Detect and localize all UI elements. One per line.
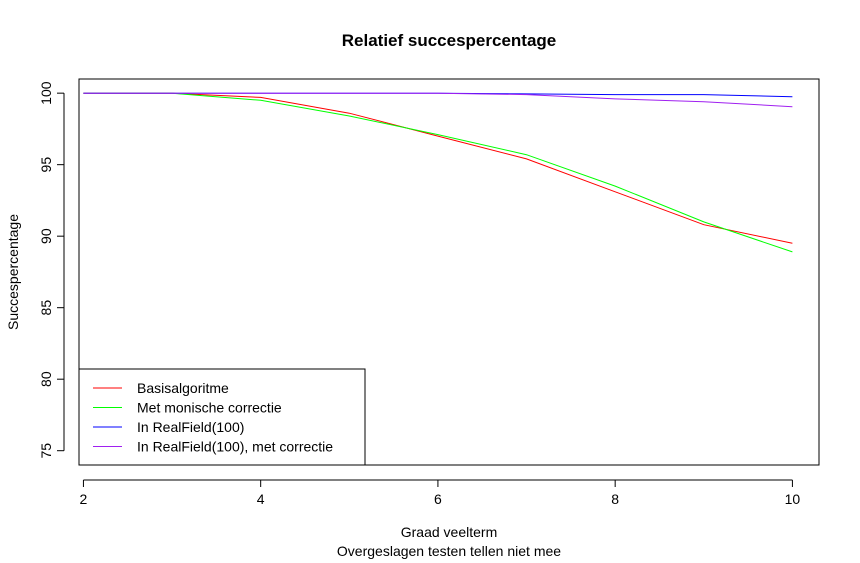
chart-title: Relatief succespercentage <box>342 31 557 50</box>
y-tick-label: 95 <box>38 157 54 173</box>
y-tick-label: 100 <box>38 81 54 105</box>
x-axis-sublabel: Overgeslagen testen tellen niet mee <box>337 543 561 559</box>
y-tick-label: 85 <box>38 300 54 316</box>
x-tick-label: 2 <box>80 491 88 507</box>
legend-label: Basisalgoritme <box>137 380 229 396</box>
x-axis-label: Graad veelterm <box>401 524 497 540</box>
x-axis: 2 4 6 8 10 <box>80 479 801 507</box>
legend-box <box>78 368 366 466</box>
y-tick-label: 80 <box>38 371 54 387</box>
legend-label: In RealField(100), met correctie <box>137 439 333 455</box>
plot-frame <box>78 78 820 466</box>
legend-label: In RealField(100) <box>137 419 244 435</box>
series-line-4 <box>83 92 793 108</box>
x-tick-label: 10 <box>785 491 801 507</box>
y-axis: 75 80 85 90 95 100 <box>38 81 65 459</box>
y-axis-label: Succespercentage <box>5 214 21 330</box>
x-tick-label: 8 <box>611 491 619 507</box>
series-line-2 <box>83 92 793 253</box>
x-tick-label: 4 <box>257 491 265 507</box>
series-layer <box>83 92 793 253</box>
series-line-1 <box>83 92 793 244</box>
x-tick-label: 6 <box>434 491 442 507</box>
y-tick-label: 90 <box>38 228 54 244</box>
y-tick-label: 75 <box>38 443 54 459</box>
legend: Basisalgoritme Met monische correctie In R… <box>78 368 366 466</box>
legend-label: Met monische correctie <box>137 400 282 416</box>
